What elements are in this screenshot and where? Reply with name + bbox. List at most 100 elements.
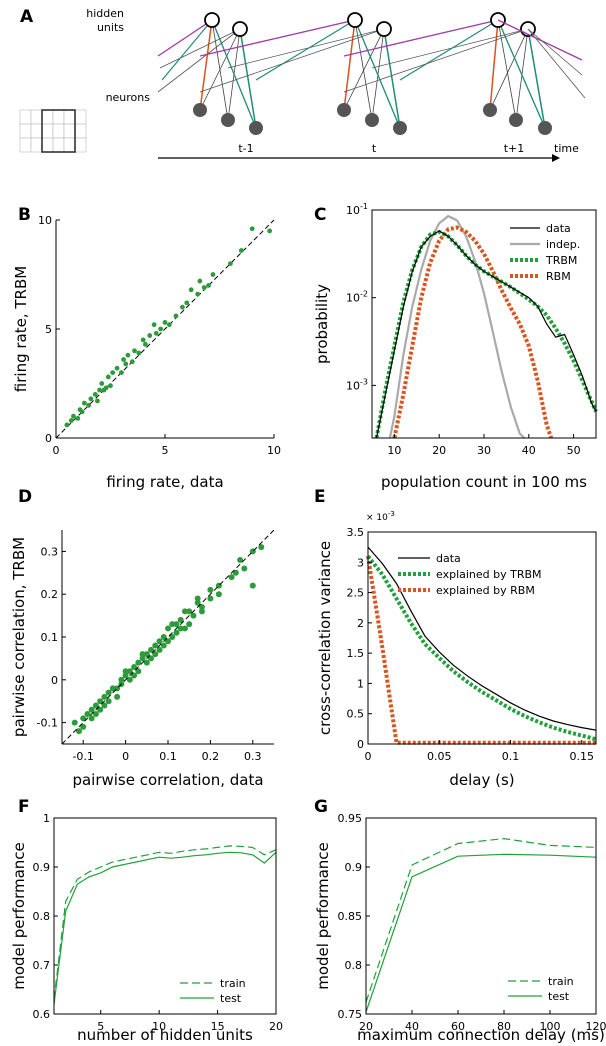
data-point bbox=[143, 659, 150, 666]
time-label-t-plus-1: t+1 bbox=[504, 142, 525, 155]
data-point bbox=[131, 663, 138, 670]
y-tick-label: 0.5 bbox=[347, 708, 365, 721]
y-tick-label: 0 bbox=[357, 738, 364, 751]
data-point bbox=[71, 719, 78, 726]
data-point bbox=[80, 715, 87, 722]
data-point bbox=[92, 711, 99, 718]
data-point bbox=[148, 646, 155, 653]
legend-label-indep: indep. bbox=[546, 238, 580, 251]
y-axis-label: model performance bbox=[314, 842, 332, 990]
delayed-connection-teal bbox=[161, 19, 213, 81]
connection-line-teal bbox=[211, 19, 257, 129]
y-tick-base: 10 bbox=[346, 204, 360, 217]
data-point bbox=[84, 711, 91, 718]
x-tick-label: 0 bbox=[122, 750, 129, 763]
y-tick-label: 0.9 bbox=[345, 861, 363, 874]
data-point bbox=[75, 728, 82, 735]
x-tick-label: 0.1 bbox=[159, 750, 177, 763]
delayed-connection-line bbox=[371, 28, 529, 69]
legend-label-test: test bbox=[220, 992, 242, 1005]
delayed-connection-line bbox=[343, 28, 529, 93]
data-point bbox=[119, 370, 124, 375]
data-point bbox=[177, 616, 184, 623]
chart-f: 5 10 15 20 0.6 0.7 0.8 0.9 1 number of hidden uni… bbox=[10, 812, 283, 1044]
x-tick-label: 120 bbox=[586, 1020, 606, 1033]
data-point bbox=[105, 698, 112, 705]
delayed-connection-line bbox=[157, 28, 241, 93]
connection-line-orange bbox=[343, 19, 356, 111]
legend-label-train: train bbox=[220, 977, 246, 990]
x-tick-label: 30 bbox=[477, 444, 491, 457]
data-point bbox=[88, 715, 95, 722]
legend-label-test: test bbox=[548, 990, 570, 1003]
y-tick-label: 0.8 bbox=[33, 910, 51, 923]
legend-label-explained-by-rbm: explained by RBM bbox=[436, 584, 535, 597]
data-point bbox=[80, 723, 87, 730]
matrix-cell bbox=[63, 137, 76, 153]
neuron-node bbox=[249, 121, 263, 135]
data-point bbox=[148, 655, 155, 662]
data-point bbox=[125, 352, 131, 358]
delayed-connection-line bbox=[527, 28, 583, 76]
connection-line-orange bbox=[489, 19, 499, 111]
data-point bbox=[158, 326, 164, 332]
y-tick-label: 0.6 bbox=[33, 1008, 51, 1021]
data-point bbox=[132, 348, 137, 354]
spike-matrix bbox=[19, 109, 87, 153]
hidden-unit-node bbox=[204, 12, 220, 28]
connection-line bbox=[497, 19, 517, 121]
panel-f-letter: F bbox=[18, 797, 30, 817]
connection-line-teal bbox=[354, 19, 401, 129]
matrix-cell bbox=[19, 137, 32, 153]
connection-line bbox=[343, 28, 385, 111]
data-point bbox=[101, 702, 108, 709]
y-tick-label: 10-1 bbox=[346, 202, 368, 217]
matrix-cell bbox=[52, 123, 65, 139]
x-tick-label: 40 bbox=[405, 1020, 419, 1033]
hidden-unit-node bbox=[376, 21, 392, 37]
data-point bbox=[105, 374, 111, 380]
data-point bbox=[64, 422, 70, 428]
data-point bbox=[114, 693, 121, 700]
data-point bbox=[169, 634, 176, 640]
data-point bbox=[118, 676, 125, 683]
data-point bbox=[95, 398, 100, 404]
legend-label-data: data bbox=[436, 552, 461, 565]
y-tick-base: 10 bbox=[346, 292, 360, 305]
data-point bbox=[165, 638, 171, 645]
x-tick-label: 0.3 bbox=[244, 750, 262, 763]
neuron-node bbox=[365, 113, 379, 127]
y-tick-label: 0.1 bbox=[41, 631, 59, 644]
panel-a: A hidden units neurons time t-1 t t+1 bbox=[19, 7, 586, 162]
neuron-node bbox=[221, 113, 235, 127]
y-tick-label: 0.85 bbox=[338, 910, 363, 923]
delayed-connection-purple bbox=[497, 19, 583, 61]
chart-d: -0.1 0 0.1 0.2 0.3 -0.1 0 0.1 0.2 0.3 pairwise cor… bbox=[10, 529, 275, 789]
x-tick-label: 100 bbox=[540, 1020, 561, 1033]
data-point bbox=[180, 304, 185, 310]
data-point bbox=[105, 689, 112, 696]
matrix-cell bbox=[19, 123, 32, 139]
time-label-t-minus-1: t-1 bbox=[238, 142, 253, 155]
data-point bbox=[194, 595, 201, 602]
x-tick-label: -0.1 bbox=[72, 750, 93, 763]
delayed-connection-line bbox=[159, 28, 241, 69]
panel-g-letter: G bbox=[314, 797, 328, 817]
data-point bbox=[207, 595, 214, 602]
data-point bbox=[103, 385, 109, 391]
delayed-connection-purple bbox=[157, 19, 213, 57]
data-point bbox=[181, 625, 188, 632]
data-point bbox=[81, 400, 87, 406]
legend-label-rbm: RBM bbox=[546, 270, 571, 283]
delayed-connection-line bbox=[227, 28, 385, 69]
x-tick-label: 0.05 bbox=[427, 750, 452, 763]
data-point bbox=[206, 283, 212, 288]
data-point bbox=[188, 287, 194, 293]
neuron-node bbox=[337, 103, 351, 117]
data-point bbox=[126, 668, 133, 675]
x-tick-label: 40 bbox=[522, 444, 536, 457]
x-axis-label: pairwise correlation, data bbox=[72, 771, 263, 789]
data-point bbox=[228, 574, 235, 581]
x-tick-label: 20 bbox=[359, 1020, 373, 1033]
network-diagram bbox=[157, 12, 586, 135]
